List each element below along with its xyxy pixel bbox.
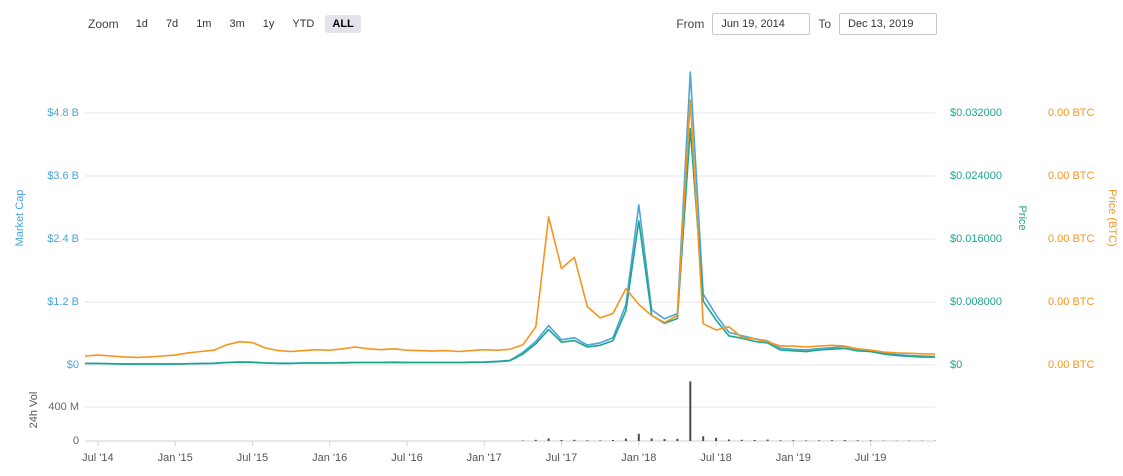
zoom-button-1d[interactable]: 1d [135,18,148,30]
volume-bar [689,381,692,441]
volume-bar [753,440,756,441]
zoom-button-ytd[interactable]: YTD [292,18,315,30]
volume-bar [869,440,872,441]
volume-bar [727,439,730,441]
volume-bar [599,440,602,441]
zoom-button-1y[interactable]: 1y [262,18,275,30]
volume-bar [843,440,846,441]
volume-bar [521,440,524,441]
zoom-controls: Zoom 1d 7d 1m 3m 1y YTD ALL [88,15,361,33]
volume-bar [856,440,859,441]
volume-bar [534,439,537,441]
from-date-input[interactable] [712,13,811,35]
axis-title-market-cap: Market Cap [14,189,26,247]
volume-bar [624,438,627,441]
volume-bar [792,440,795,441]
price-line [85,127,935,365]
volume-bar [715,437,718,441]
axis-title-price-btc: Price (BTC) [1106,189,1118,247]
from-label: From [676,17,705,31]
volume-bar [766,439,769,441]
price-btc-line [84,99,936,359]
zoom-label: Zoom [88,17,119,31]
to-label: To [818,17,831,31]
zoom-button-1m[interactable]: 1m [196,18,212,30]
to-date-input[interactable] [839,13,937,35]
zoom-button-7d[interactable]: 7d [165,18,179,30]
volume-bar [560,440,563,441]
volume-bar [547,438,550,441]
volume-bar [676,438,679,441]
volume-bar [663,439,666,441]
volume-bar [805,440,808,441]
zoom-button-group: 1d 7d 1m 3m 1y YTD ALL [129,15,361,33]
volume-bar [779,440,782,441]
volume-bar [831,440,833,441]
zoom-button-3m[interactable]: 3m [229,18,245,30]
date-range-controls: From To [676,13,937,35]
volume-bar [650,438,653,441]
volume-bar [637,433,640,441]
axis-title-volume: 24h Vol [28,391,40,429]
market-cap-line [85,71,936,365]
volume-bar [573,439,576,441]
volume-bar [612,440,614,441]
axis-title-price: Price [1016,205,1028,231]
volume-bar [586,440,589,441]
zoom-button-all[interactable]: ALL [325,15,361,33]
volume-bar [702,436,705,441]
volume-bar [740,439,743,441]
volume-bar [818,440,821,441]
